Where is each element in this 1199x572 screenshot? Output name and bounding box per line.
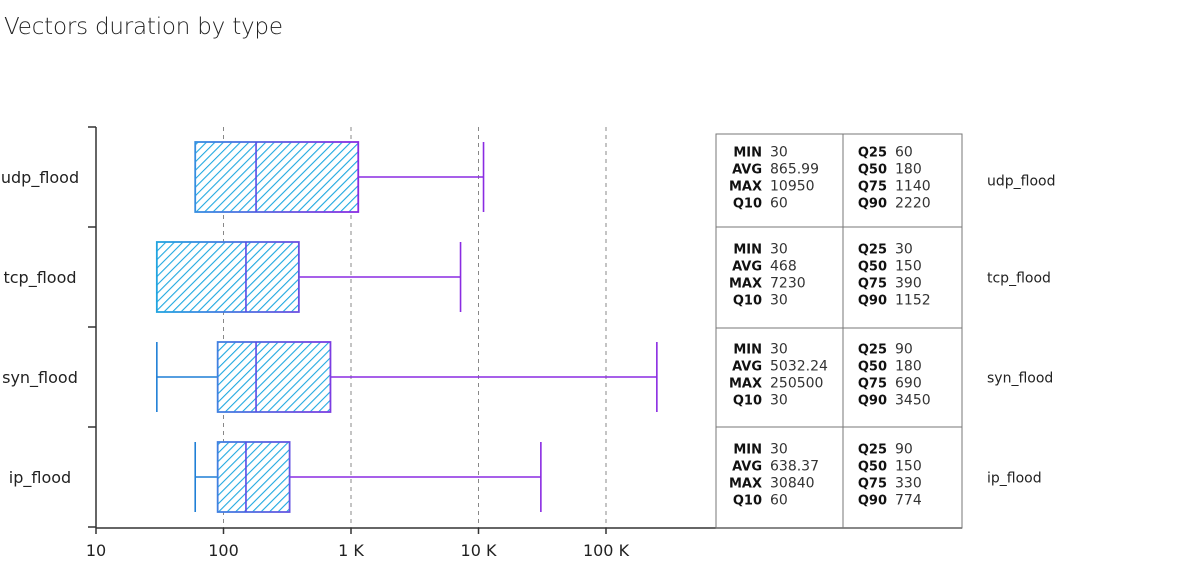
stat-value: 90 — [895, 442, 913, 458]
stat-value: 60 — [770, 493, 788, 509]
stat-key: Q75 — [858, 477, 887, 492]
category-label: udp_flood — [1, 168, 79, 188]
stat-value: 865.99 — [770, 162, 819, 178]
stat-key: AVG — [732, 163, 762, 178]
box-iqr — [194, 141, 360, 213]
stat-key: Q25 — [858, 146, 887, 161]
category-label: syn_flood — [2, 368, 78, 388]
stat-value: 30 — [770, 393, 788, 409]
stat-key: MAX — [729, 377, 762, 392]
stat-key: MAX — [729, 277, 762, 292]
stat-key: AVG — [732, 360, 762, 375]
stat-key: AVG — [732, 460, 762, 475]
stat-value: 60 — [770, 196, 788, 212]
row-label: udp_flood — [987, 174, 1055, 190]
stat-key: Q75 — [858, 377, 887, 392]
stat-value: 7230 — [770, 276, 806, 292]
stat-key: Q10 — [733, 494, 762, 509]
stat-value: 30 — [770, 342, 788, 358]
stat-value: 1152 — [895, 293, 931, 309]
stat-value: 30 — [895, 242, 913, 258]
stat-key: Q50 — [858, 360, 887, 375]
stat-key: AVG — [732, 260, 762, 275]
x-tick-label: 100 K — [583, 541, 630, 560]
stats-table — [715, 133, 963, 529]
stat-key: Q75 — [858, 277, 887, 292]
x-tick-label: 10 — [86, 541, 106, 560]
row-label: syn_flood — [987, 371, 1053, 387]
stat-value: 638.37 — [770, 459, 819, 475]
stat-key: MIN — [733, 243, 762, 258]
stat-key: Q10 — [733, 394, 762, 409]
stat-value: 2220 — [895, 196, 931, 212]
stat-key: MAX — [729, 180, 762, 195]
stat-key: Q50 — [858, 260, 887, 275]
stat-value: 30 — [770, 145, 788, 161]
stat-value: 250500 — [770, 376, 823, 392]
stat-key: MIN — [733, 146, 762, 161]
stat-key: Q90 — [858, 394, 887, 409]
row-label: ip_flood — [987, 471, 1042, 487]
stat-key: Q90 — [858, 494, 887, 509]
x-tick-label: 100 — [208, 541, 239, 560]
stat-value: 30840 — [770, 476, 815, 492]
stat-key: Q25 — [858, 343, 887, 358]
stat-key: MIN — [733, 343, 762, 358]
stat-key: Q90 — [858, 197, 887, 212]
stat-value: 150 — [895, 459, 922, 475]
stat-value: 690 — [895, 376, 922, 392]
stat-value: 60 — [895, 145, 913, 161]
stat-key: Q50 — [858, 460, 887, 475]
category-label: ip_flood — [9, 468, 71, 488]
stat-key: Q50 — [858, 163, 887, 178]
stat-key: Q25 — [858, 443, 887, 458]
stat-value: 1140 — [895, 179, 931, 195]
box-iqr — [155, 241, 300, 313]
x-tick-label: 1 K — [338, 541, 364, 560]
stat-value: 180 — [895, 162, 922, 178]
stat-key: Q10 — [733, 197, 762, 212]
box-iqr — [216, 441, 291, 513]
stat-value: 468 — [770, 259, 797, 275]
stat-key: Q10 — [733, 294, 762, 309]
stat-key: MIN — [733, 443, 762, 458]
box-iqr — [216, 341, 332, 413]
stat-value: 5032.24 — [770, 359, 828, 375]
stat-value: 390 — [895, 276, 922, 292]
stat-value: 90 — [895, 342, 913, 358]
stat-value: 330 — [895, 476, 922, 492]
category-label: tcp_flood — [3, 268, 76, 288]
stat-value: 30 — [770, 442, 788, 458]
stat-key: Q90 — [858, 294, 887, 309]
row-label: tcp_flood — [987, 271, 1051, 287]
stat-value: 180 — [895, 359, 922, 375]
stat-key: Q75 — [858, 180, 887, 195]
stat-value: 30 — [770, 242, 788, 258]
stat-key: Q25 — [858, 243, 887, 258]
chart-title: Vectors duration by type — [4, 14, 283, 40]
stat-value: 3450 — [895, 393, 931, 409]
stat-value: 10950 — [770, 179, 815, 195]
stat-value: 150 — [895, 259, 922, 275]
stat-value: 774 — [895, 493, 922, 509]
x-tick-label: 10 K — [461, 541, 497, 560]
stat-value: 30 — [770, 293, 788, 309]
stat-key: MAX — [729, 477, 762, 492]
